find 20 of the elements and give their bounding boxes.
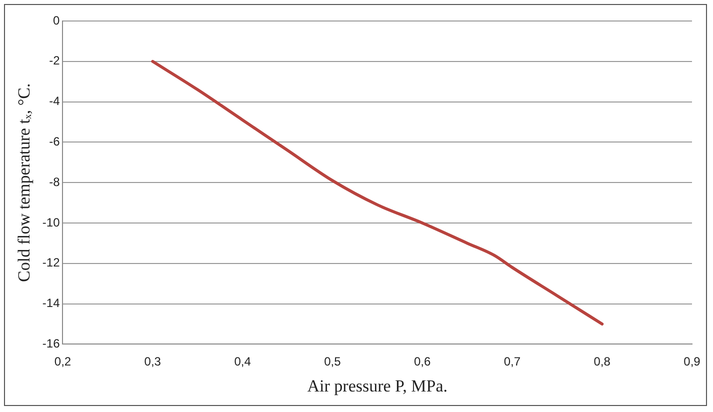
y-tick-label: -4 <box>49 94 60 108</box>
x-tick-label: 0,8 <box>594 354 611 369</box>
x-tick-label: 0,7 <box>504 354 521 369</box>
y-tick-label: -2 <box>49 54 60 68</box>
x-axis-title: Air pressure P, MPa. <box>307 376 448 396</box>
x-tick-label: 0,3 <box>144 354 162 369</box>
line-series <box>151 60 604 326</box>
x-tick-label: 0,9 <box>684 354 701 369</box>
y-tick-label: -10 <box>42 215 60 230</box>
y-tick-label: -14 <box>42 296 60 310</box>
y-tick-label: -16 <box>42 336 60 351</box>
y-tick-label: 0 <box>53 13 60 28</box>
x-tick-label: 0,2 <box>54 354 72 369</box>
x-tick-label: 0,5 <box>324 354 342 369</box>
x-tick-label: 0,4 <box>234 354 252 369</box>
y-axis-title: Cold flow temperature tₓ, °C. <box>14 83 34 282</box>
y-tick-label: -12 <box>42 256 60 270</box>
y-tick-label: -8 <box>49 174 60 189</box>
x-tick-label: 0,6 <box>414 354 431 369</box>
y-tick-label: -6 <box>49 134 60 149</box>
